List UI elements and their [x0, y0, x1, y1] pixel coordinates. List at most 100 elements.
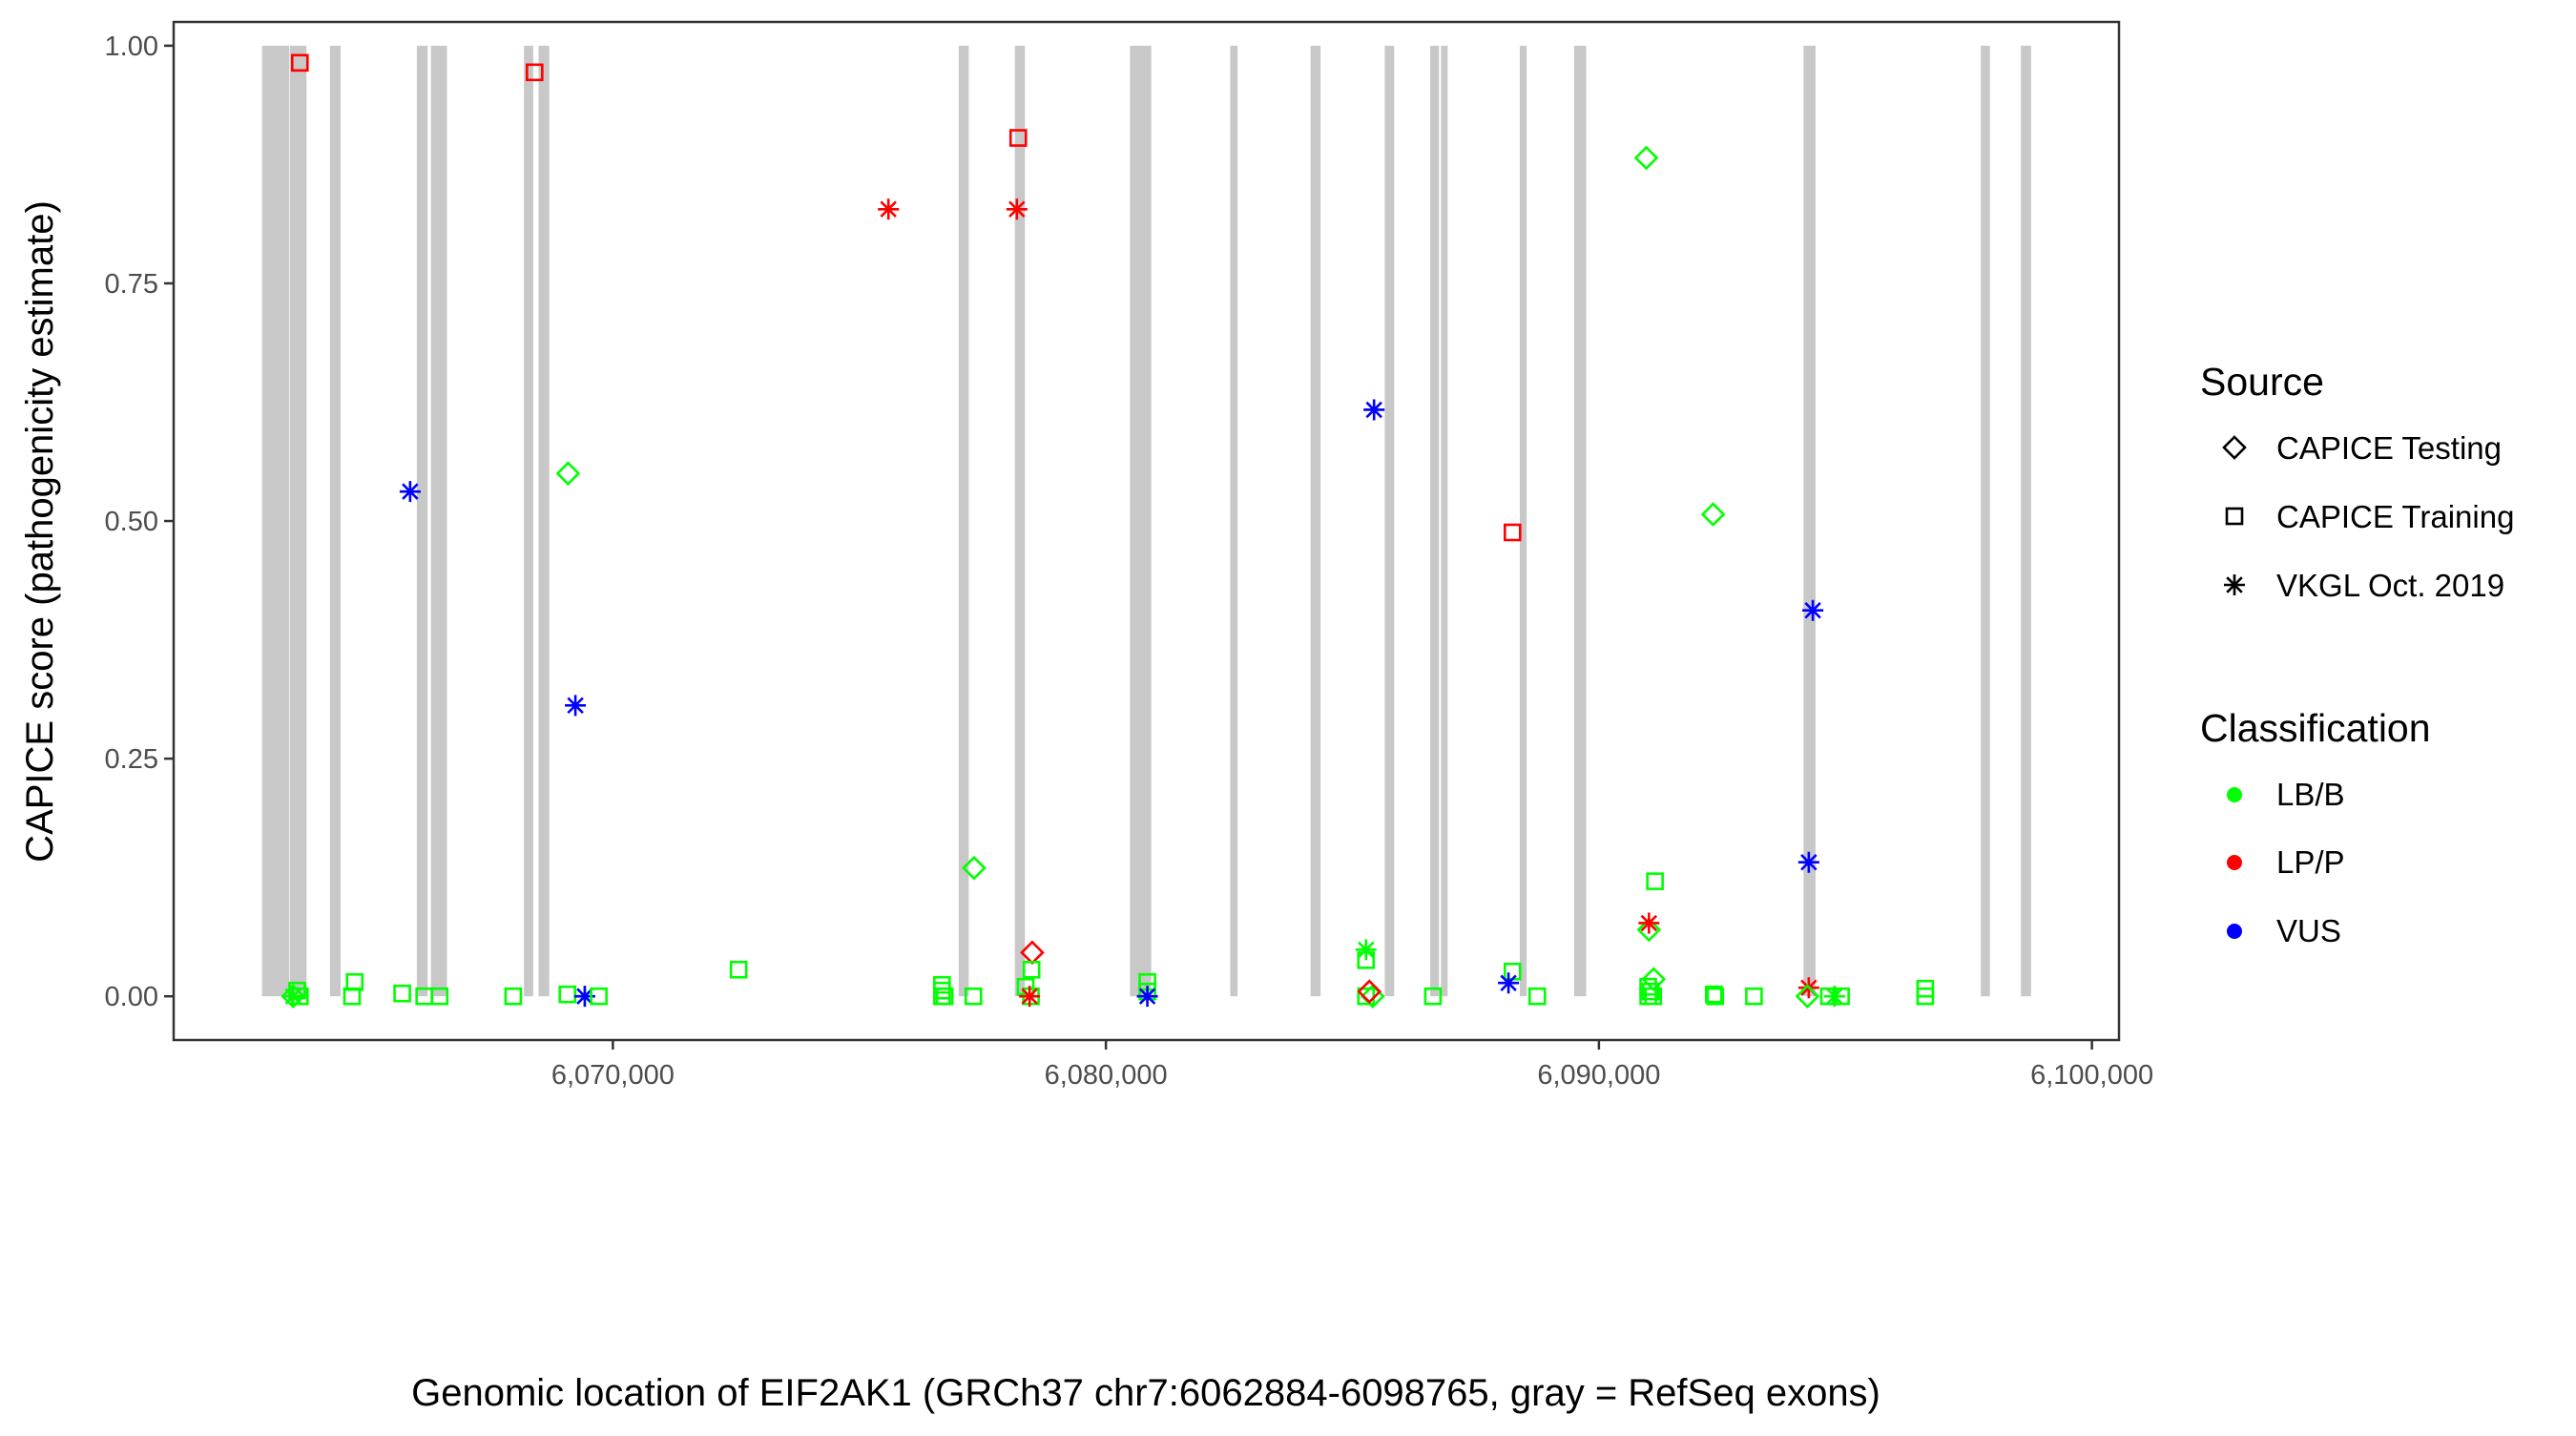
legend-key-diamond-icon	[2222, 435, 2247, 460]
square-marker	[935, 987, 954, 1006]
exon-layer	[261, 45, 2031, 997]
square-marker	[1706, 987, 1725, 1006]
exon-bar	[524, 45, 533, 997]
diamond-marker	[962, 855, 987, 881]
data-point	[1633, 145, 1659, 171]
square-marker	[1646, 872, 1664, 890]
legend-key-dot-icon	[2227, 787, 2242, 802]
x-tick-label: 6,090,000	[1537, 1060, 1660, 1091]
data-point	[1423, 987, 1443, 1006]
data-point	[393, 984, 411, 1003]
data-point	[290, 53, 309, 73]
square-marker	[1423, 987, 1443, 1006]
exon-bar	[1573, 45, 1587, 997]
points-layer	[280, 53, 1935, 1009]
asterisk-marker	[1136, 986, 1158, 1008]
data-point	[1797, 851, 1819, 873]
exon-bar	[1310, 45, 1321, 997]
square-marker	[1644, 987, 1663, 1006]
data-point	[1638, 912, 1660, 934]
square-marker	[288, 981, 306, 1000]
data-point	[1527, 987, 1547, 1006]
legend-item-label: CAPICE Testing	[2276, 430, 2502, 466]
diamond-marker	[1795, 984, 1820, 1009]
legend-item-label: LB/B	[2276, 777, 2345, 812]
data-point	[1644, 987, 1663, 1006]
exon-bar	[1441, 45, 1448, 997]
square-marker	[1503, 523, 1522, 542]
data-point	[878, 198, 900, 220]
asterisk-marker	[1355, 939, 1377, 961]
y-tick-label: 0.50	[105, 507, 158, 537]
legend-item-label: LP/P	[2276, 844, 2345, 880]
x-axis: 6,070,000 6,080,000 6,090,000 6,100,000	[551, 1040, 2153, 1091]
diamond-marker	[1633, 145, 1659, 171]
diamond-marker	[1700, 502, 1726, 527]
data-point	[504, 987, 523, 1006]
exon-bar	[1803, 45, 1816, 997]
data-point	[1795, 984, 1820, 1009]
data-point	[962, 855, 987, 881]
exon-bar	[1430, 45, 1440, 997]
asterisk-marker	[1823, 986, 1845, 1008]
data-point	[1006, 198, 1028, 220]
legend-key-dot-icon	[2227, 855, 2242, 870]
exon-bar	[1519, 45, 1527, 997]
square-marker	[729, 960, 748, 979]
exon-bar	[289, 45, 307, 997]
exon-bar	[329, 45, 342, 997]
legend-key-dot-icon	[2227, 924, 2242, 939]
data-point	[526, 63, 544, 82]
legend-source-title: Source	[2200, 360, 2324, 404]
data-point	[1641, 982, 1660, 1001]
asterisk-marker	[1802, 599, 1824, 621]
square-marker	[1641, 982, 1660, 1001]
square-marker	[1916, 987, 1935, 1006]
legend-key-square-icon	[2225, 507, 2244, 526]
y-tick-label: 1.00	[105, 31, 158, 62]
asterisk-marker	[1498, 972, 1520, 994]
data-point	[1503, 523, 1522, 542]
data-point	[1823, 986, 1845, 1008]
diamond-marker	[1357, 979, 1382, 1005]
asterisk-marker	[2224, 574, 2245, 595]
square-marker	[393, 984, 411, 1003]
exon-bar	[1014, 45, 1026, 997]
y-axis-title: CAPICE score (pathogenicity estimate)	[19, 200, 61, 863]
data-point	[935, 987, 954, 1006]
asterisk-marker	[1019, 986, 1041, 1008]
data-point	[430, 987, 449, 1006]
data-point	[399, 481, 421, 503]
data-point	[1646, 872, 1664, 890]
asterisk-marker	[399, 481, 421, 503]
data-point	[1355, 939, 1377, 961]
data-point	[1745, 987, 1763, 1006]
exon-bar	[2021, 45, 2031, 997]
data-point	[1022, 960, 1041, 979]
legend-item-label: CAPICE Training	[2276, 499, 2514, 534]
data-point	[1704, 985, 1723, 1004]
asterisk-marker	[573, 986, 595, 1008]
legend-key-asterisk-icon	[2224, 574, 2245, 595]
data-point	[1016, 977, 1035, 996]
data-point	[729, 960, 748, 979]
exon-bar	[538, 45, 550, 997]
x-tick-label: 6,080,000	[1045, 1060, 1168, 1091]
data-point	[565, 695, 587, 717]
exon-bar	[1230, 45, 1238, 997]
data-point	[1136, 986, 1158, 1008]
square-marker	[1745, 987, 1763, 1006]
square-marker	[526, 63, 544, 82]
data-point	[288, 981, 306, 1000]
square-marker	[964, 987, 983, 1006]
data-point	[590, 987, 608, 1006]
data-point	[558, 985, 577, 1004]
exon-bar	[1384, 45, 1395, 997]
square-marker	[2225, 507, 2244, 526]
square-marker	[343, 987, 362, 1006]
data-point	[1639, 977, 1657, 996]
square-marker	[590, 987, 608, 1006]
legend-item-label: VUS	[2276, 913, 2341, 948]
x-tick-label: 6,100,000	[2030, 1060, 2153, 1091]
exon-bar	[1981, 45, 1990, 997]
